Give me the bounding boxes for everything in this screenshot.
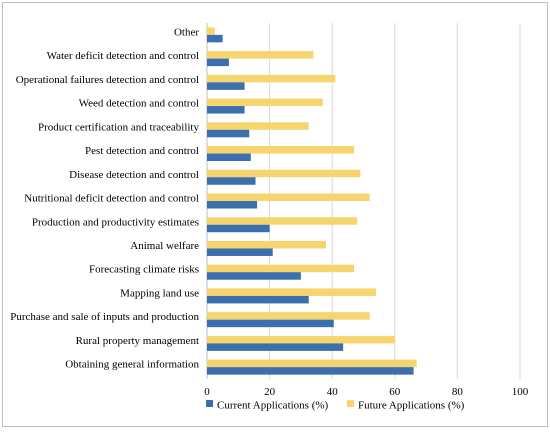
x-tick-label: 20 <box>264 386 276 398</box>
bar-future-applications <box>207 122 309 130</box>
bar-current-applications <box>207 201 258 209</box>
x-tick-label: 0 <box>204 386 210 398</box>
bar-current-applications <box>207 272 301 280</box>
category-label: Operational failures detection and contr… <box>16 74 199 86</box>
bar-future-applications <box>207 264 355 273</box>
bar-future-applications <box>207 98 323 107</box>
legend-label: Current Applications (%) <box>217 400 329 412</box>
bar-current-applications <box>207 248 273 256</box>
bar-current-applications <box>207 82 245 90</box>
category-label: Forecasting climate risks <box>89 264 199 276</box>
category-label: Mapping land use <box>120 287 199 299</box>
bar-current-applications <box>207 177 256 185</box>
bar-current-applications <box>207 295 309 304</box>
x-tick-label: 100 <box>512 386 529 398</box>
bar-current-applications <box>207 129 250 138</box>
x-tick-label: 40 <box>327 386 339 398</box>
bar-current-applications <box>207 319 334 328</box>
bar-current-applications <box>207 343 344 351</box>
category-label: Weed detection and control <box>79 98 199 110</box>
legend-swatch <box>347 400 354 407</box>
bar-current-applications <box>207 58 229 67</box>
x-tick-label: 60 <box>389 386 401 398</box>
category-label: Other <box>174 26 199 38</box>
bar-future-applications <box>207 169 361 178</box>
bars <box>207 27 417 375</box>
bar-future-applications <box>207 288 377 296</box>
legend-swatch <box>206 400 213 407</box>
x-tick-label: 80 <box>452 386 464 398</box>
legend-label: Future Applications (%) <box>358 400 465 412</box>
category-label: Product certification and traceability <box>38 121 199 133</box>
bar-future-applications <box>207 193 370 201</box>
category-label: Pest detection and control <box>85 145 199 157</box>
category-label: Production and productivity estimates <box>32 216 199 228</box>
bar-future-applications <box>207 240 326 249</box>
bar-current-applications <box>207 106 245 114</box>
bar-current-applications <box>207 224 270 233</box>
bar-current-applications <box>207 34 223 43</box>
category-label: Purchase and sale of inputs and producti… <box>10 311 199 323</box>
category-label: Water deficit detection and control <box>47 50 199 62</box>
legend: Current Applications (%) Future Applicati… <box>206 400 465 412</box>
bar-current-applications <box>207 367 414 375</box>
bar-future-applications <box>207 359 417 368</box>
y-axis: Other Water deficit detection and control… <box>10 26 199 370</box>
x-axis: 0 20 40 60 80 100 <box>204 386 529 398</box>
category-label: Rural property management <box>76 335 199 347</box>
category-label: Disease detection and control <box>69 169 199 181</box>
bar-future-applications <box>207 335 395 344</box>
bar-future-applications <box>207 74 336 83</box>
category-label: Obtaining general information <box>65 359 199 371</box>
category-label: Animal welfare <box>130 240 199 252</box>
bar-future-applications <box>207 27 215 35</box>
bar-current-applications <box>207 153 251 162</box>
bar-future-applications <box>207 312 370 320</box>
chart-container: Other Water deficit detection and control… <box>2 2 548 427</box>
bar-future-applications <box>207 146 355 154</box>
bar-future-applications <box>207 217 358 225</box>
horizontal-bar-chart: Other Water deficit detection and control… <box>10 23 529 412</box>
category-label: Nutritional deficit detection and contro… <box>24 193 199 205</box>
bar-future-applications <box>207 51 314 59</box>
